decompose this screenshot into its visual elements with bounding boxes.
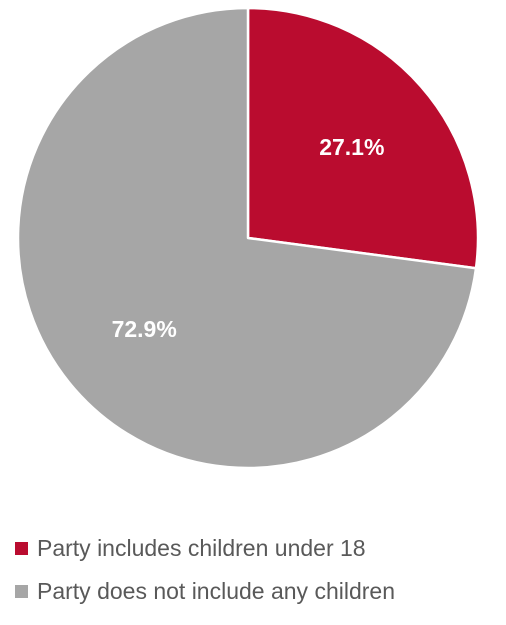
data-label-no-children: 72.9% (112, 316, 177, 342)
legend-label-no-children: Party does not include any children (37, 578, 395, 605)
legend-swatch-no-children (15, 585, 28, 598)
data-label-children: 27.1% (319, 134, 384, 160)
legend-item-children: Party includes children under 18 (15, 533, 395, 563)
legend-label-children: Party includes children under 18 (37, 535, 366, 562)
legend-item-no-children: Party does not include any children (15, 576, 395, 606)
pie-chart: 27.1% 72.9% (0, 0, 506, 500)
legend-swatch-children (15, 542, 28, 555)
chart-legend: Party includes children under 18 Party d… (15, 533, 395, 619)
